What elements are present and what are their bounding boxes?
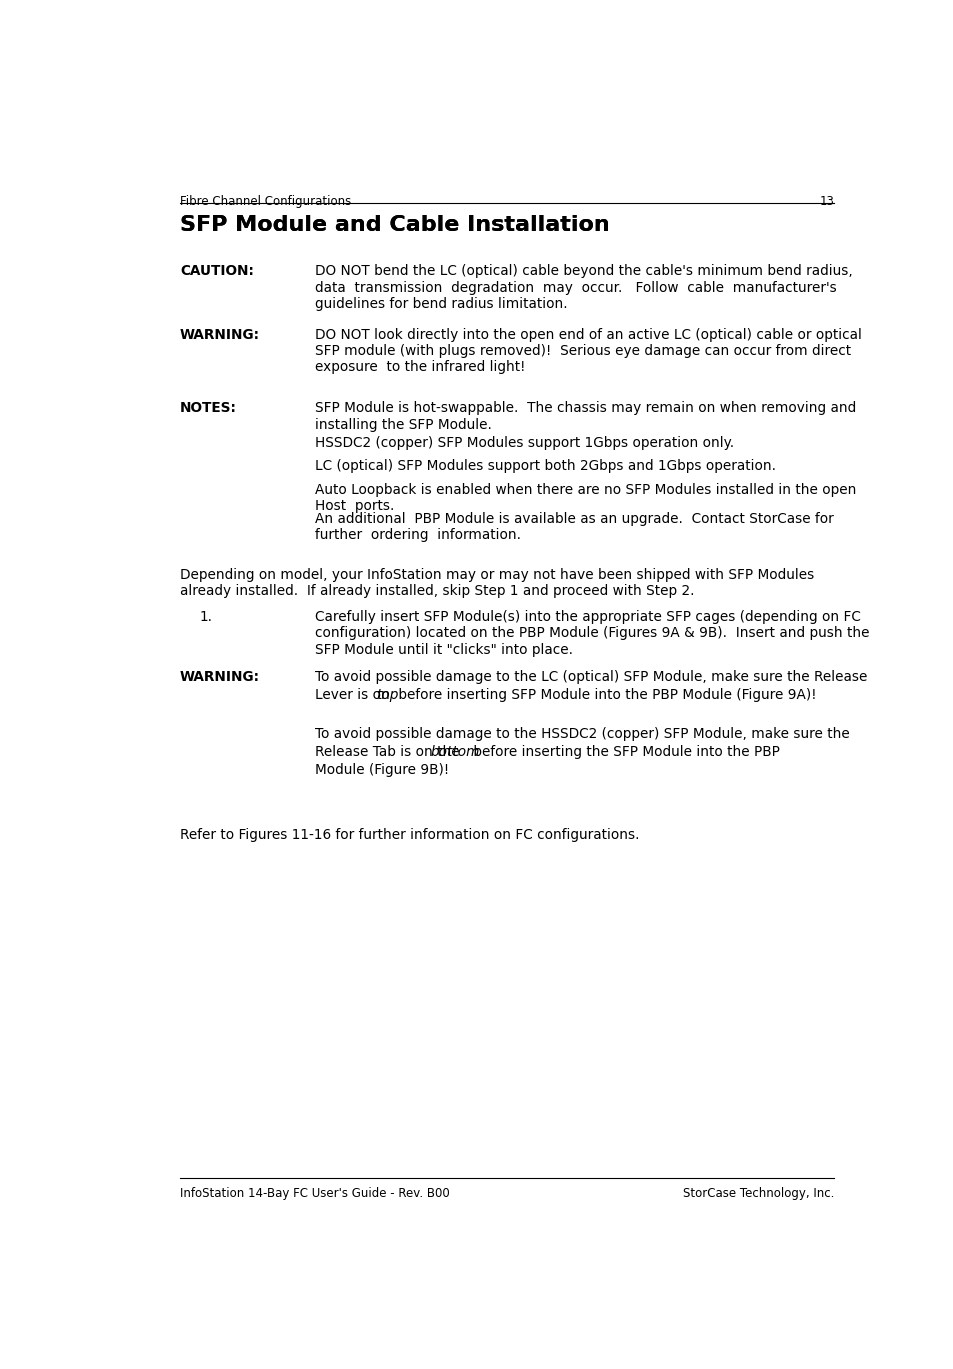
- Text: 1.: 1.: [199, 611, 212, 624]
- Text: To avoid possible damage to the HSSDC2 (copper) SFP Module, make sure the: To avoid possible damage to the HSSDC2 (…: [314, 727, 849, 741]
- Text: Release Tab is on the: Release Tab is on the: [314, 745, 464, 758]
- Text: InfoStation 14-Bay FC User's Guide - Rev. B00: InfoStation 14-Bay FC User's Guide - Rev…: [180, 1187, 449, 1199]
- Text: To avoid possible damage to the LC (optical) SFP Module, make sure the Release: To avoid possible damage to the LC (opti…: [314, 671, 866, 684]
- Text: DO NOT bend the LC (optical) cable beyond the cable's minimum bend radius,
data : DO NOT bend the LC (optical) cable beyon…: [314, 264, 852, 311]
- Text: before inserting the SFP Module into the PBP: before inserting the SFP Module into the…: [469, 745, 779, 758]
- Text: top: top: [376, 689, 398, 702]
- Text: Module (Figure 9B)!: Module (Figure 9B)!: [314, 763, 449, 778]
- Text: SFP Module is hot-swappable.  The chassis may remain on when removing and
instal: SFP Module is hot-swappable. The chassis…: [314, 401, 856, 431]
- Text: WARNING:: WARNING:: [180, 327, 259, 342]
- Text: NOTES:: NOTES:: [180, 401, 236, 415]
- Text: An additional  PBP Module is available as an upgrade.  Contact StorCase for
furt: An additional PBP Module is available as…: [314, 512, 833, 542]
- Text: SFP Module and Cable Installation: SFP Module and Cable Installation: [180, 215, 609, 235]
- Text: Fibre Channel Configurations: Fibre Channel Configurations: [180, 194, 351, 208]
- Text: WARNING:: WARNING:: [180, 671, 259, 684]
- Text: DO NOT look directly into the open end of an active LC (optical) cable or optica: DO NOT look directly into the open end o…: [314, 327, 862, 374]
- Text: HSSDC2 (copper) SFP Modules support 1Gbps operation only.: HSSDC2 (copper) SFP Modules support 1Gbp…: [314, 437, 734, 450]
- Text: Carefully insert SFP Module(s) into the appropriate SFP cages (depending on FC
c: Carefully insert SFP Module(s) into the …: [314, 611, 869, 657]
- Text: Lever is on: Lever is on: [314, 689, 394, 702]
- Text: SFP Module and Cable Installation: SFP Module and Cable Installation: [180, 215, 609, 235]
- Text: CAUTION:: CAUTION:: [180, 264, 253, 278]
- Text: bottom: bottom: [430, 745, 479, 758]
- Text: Depending on model, your InfoStation may or may not have been shipped with SFP M: Depending on model, your InfoStation may…: [180, 568, 813, 598]
- Text: StorCase Technology, Inc.: StorCase Technology, Inc.: [682, 1187, 833, 1199]
- Text: Refer to Figures 11-16 for further information on FC configurations.: Refer to Figures 11-16 for further infor…: [180, 828, 639, 842]
- Text: Auto Loopback is enabled when there are no SFP Modules installed in the open
Hos: Auto Loopback is enabled when there are …: [314, 483, 856, 513]
- Text: before inserting SFP Module into the PBP Module (Figure 9A)!: before inserting SFP Module into the PBP…: [394, 689, 816, 702]
- Text: LC (optical) SFP Modules support both 2Gbps and 1Gbps operation.: LC (optical) SFP Modules support both 2G…: [314, 460, 776, 474]
- Text: 13: 13: [819, 194, 833, 208]
